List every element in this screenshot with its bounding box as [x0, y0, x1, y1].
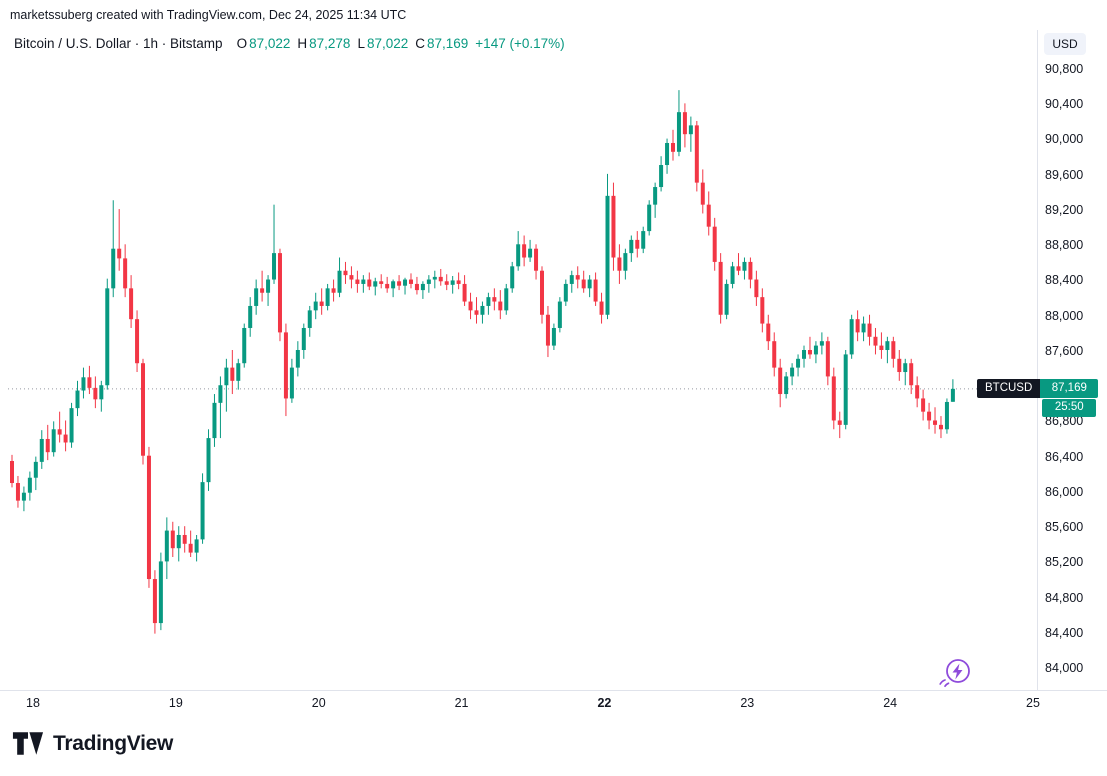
price-tick-label: 89,600 — [1045, 167, 1084, 182]
time-tick-label: 19 — [168, 696, 183, 710]
price-tick-label: 84,800 — [1045, 590, 1084, 605]
currency-toggle[interactable]: USD — [1044, 33, 1086, 55]
price-axis-labels[interactable]: 90,800 90,400 90,000 89,600 89,200 88,800 88,4… — [1045, 0, 1107, 690]
price-badge-row: BTCUSD 87,169 — [977, 378, 1099, 399]
price-tick-label: 86,000 — [1045, 484, 1084, 499]
boost-button[interactable] — [936, 655, 974, 691]
attribution-text: marketssuberg created with TradingView.c… — [10, 8, 407, 22]
price-tick-label: 88,400 — [1045, 273, 1084, 288]
time-tick-label: 21 — [454, 696, 469, 710]
price-tick-label: 88,000 — [1045, 308, 1084, 323]
ohlc-close-label: C — [415, 36, 425, 51]
ohlc-open-label: O — [236, 36, 248, 51]
price-badge-symbol: BTCUSD — [977, 378, 1041, 399]
change-value: +147 (+0.17%) — [475, 36, 565, 51]
price-tick-label: 87,600 — [1045, 343, 1084, 358]
tradingview-wordmark: TradingView — [53, 731, 174, 755]
time-tick-label: 25 — [1026, 696, 1040, 710]
price-tick-label: 84,000 — [1045, 661, 1084, 675]
price-tick-label: 90,800 — [1045, 62, 1084, 76]
candlestick-svg[interactable] — [0, 0, 1037, 690]
symbol-title[interactable]: Bitcoin / U.S. Dollar · 1h · Bitstamp — [14, 36, 223, 51]
time-axis[interactable]: 18 19 20 21 22 23 24 25 — [0, 691, 1107, 719]
ohlc-high-value: 87,278 — [309, 36, 351, 51]
price-tick-label: 88,800 — [1045, 238, 1084, 253]
price-tick-label: 90,400 — [1045, 97, 1084, 112]
tradingview-logo[interactable]: TradingView — [12, 731, 173, 756]
price-tick-label: 85,200 — [1045, 555, 1084, 570]
time-tick-label: 20 — [311, 696, 326, 710]
ohlc-low-label: L — [357, 36, 365, 51]
chart-legend: Bitcoin / U.S. Dollar · 1h · Bitstamp O … — [14, 36, 565, 51]
ohlc-high-label: H — [297, 36, 308, 51]
time-tick-label: 24 — [883, 696, 898, 710]
price-tick-label: 86,800 — [1045, 414, 1084, 429]
time-tick-label: 18 — [26, 696, 40, 710]
time-tick-label: 23 — [740, 696, 755, 710]
ohlc-close-value: 87,169 — [427, 36, 469, 51]
price-badge-value: 87,169 — [1040, 378, 1099, 399]
price-tick-label: 84,400 — [1045, 625, 1084, 640]
price-tick-label: 85,600 — [1045, 520, 1084, 535]
ohlc-low-value: 87,022 — [366, 36, 409, 51]
price-axis-border — [1037, 30, 1038, 690]
ohlc-open-value: 87,022 — [249, 36, 291, 51]
time-axis-border — [0, 690, 1107, 691]
price-tick-label: 90,000 — [1045, 132, 1084, 147]
tradingview-logo-icon — [12, 732, 44, 755]
candle-countdown: 25:50 — [1042, 399, 1097, 417]
lightning-icon — [939, 659, 970, 688]
time-tick-label: 22 — [597, 696, 612, 710]
price-badge: BTCUSD 87,169 25:50 — [977, 378, 1099, 417]
price-tick-label: 86,400 — [1045, 449, 1084, 464]
price-tick-label: 89,200 — [1045, 202, 1084, 217]
